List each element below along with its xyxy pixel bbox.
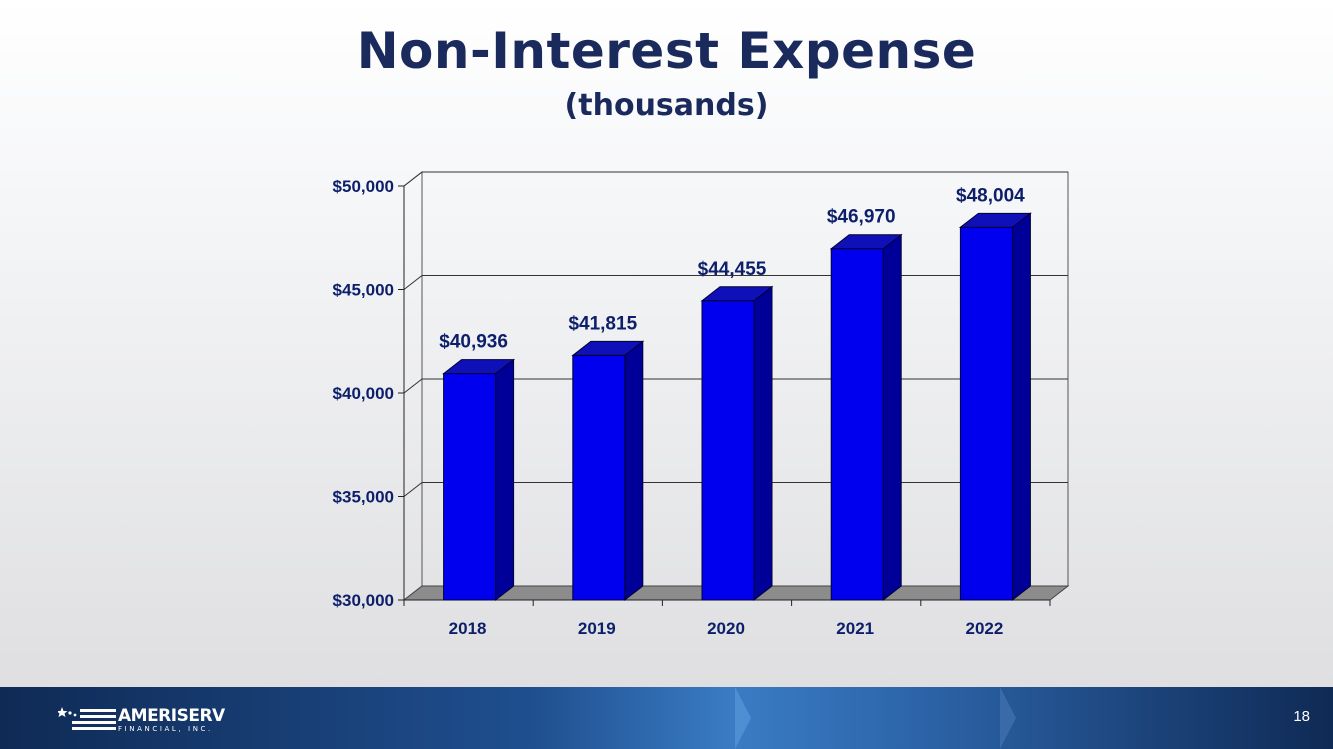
y-tick-label: $45,000 — [333, 281, 394, 300]
data-label: $44,455 — [698, 259, 767, 280]
bar — [830, 248, 884, 601]
bar — [959, 226, 1013, 601]
page-number: 18 — [1293, 708, 1310, 725]
x-tick-label: 2021 — [836, 619, 874, 638]
x-tick-label: 2022 — [965, 619, 1003, 638]
flag-stars-icon — [58, 707, 116, 730]
footer-chevron — [1000, 687, 1016, 749]
bar — [572, 354, 626, 601]
gridline — [403, 171, 1068, 187]
x-tick-label: 2019 — [578, 619, 616, 638]
x-tick-label: 2018 — [449, 619, 487, 638]
bar-side — [495, 358, 515, 602]
footer-chevron — [735, 687, 751, 749]
logo-subtitle: FINANCIAL, INC. — [118, 725, 213, 733]
footer-bar: AMERISERV FINANCIAL, INC. 18 — [0, 687, 1333, 749]
bar-chart: $30,000 $35,000 $40,000 $45,000 $50,000 $40,9… — [333, 170, 1070, 638]
y-tick-label: $40,000 — [333, 384, 394, 403]
data-label: $40,936 — [439, 332, 508, 353]
bar-side — [882, 233, 902, 602]
data-label: $46,970 — [827, 207, 896, 228]
bar-side — [753, 285, 773, 602]
bar-side — [624, 340, 644, 602]
bar — [443, 373, 497, 601]
slide-subtitle: (thousands) — [564, 88, 769, 123]
y-tick-label: $30,000 — [333, 591, 394, 610]
x-tick-label: 2020 — [707, 619, 745, 638]
y-tick-label: $50,000 — [333, 177, 394, 196]
slide-title: Non-Interest Expense — [356, 22, 977, 80]
data-label: $41,815 — [568, 313, 637, 334]
bar-side — [1011, 212, 1031, 602]
data-label: $48,004 — [956, 185, 1025, 206]
logo-name: AMERISERV — [118, 706, 225, 726]
y-tick-label: $35,000 — [333, 488, 394, 507]
bar — [701, 300, 755, 601]
